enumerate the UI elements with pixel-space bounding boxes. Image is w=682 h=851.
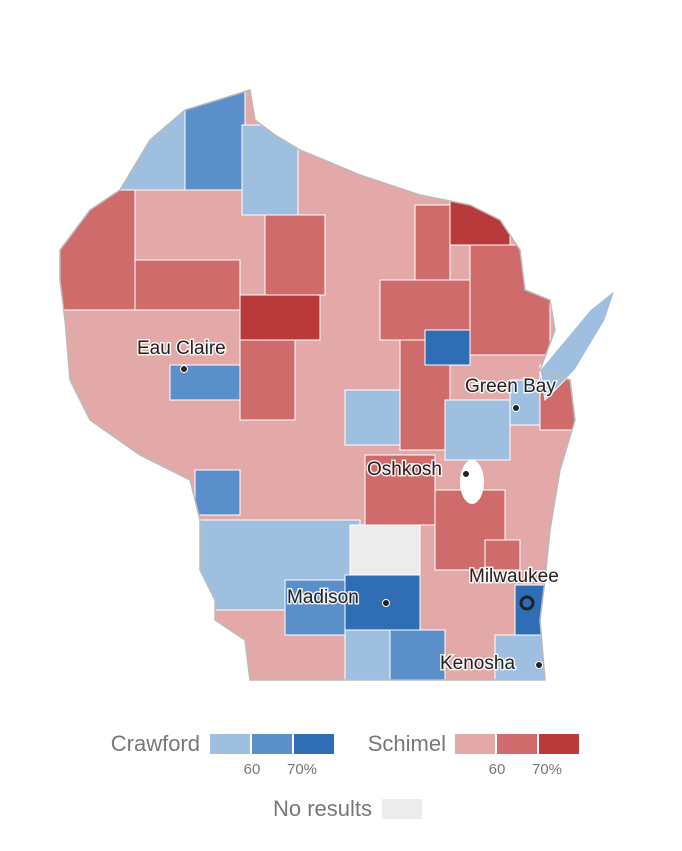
legend-name: Crawford	[111, 731, 200, 756]
legend-swatch	[210, 734, 250, 754]
legend-swatch	[539, 734, 579, 754]
county	[239, 294, 321, 341]
county	[134, 259, 241, 311]
county	[284, 579, 346, 636]
city-label: Madison	[287, 587, 359, 608]
county	[184, 90, 246, 191]
county	[424, 329, 471, 366]
city-dot	[519, 595, 535, 611]
county	[264, 214, 326, 296]
legend-swatch	[252, 734, 292, 754]
legend-tick: 60	[244, 761, 261, 778]
legend-swatch	[294, 734, 334, 754]
county	[239, 339, 296, 421]
county	[344, 629, 391, 680]
legend-swatch	[455, 734, 495, 754]
city-dot	[462, 470, 470, 478]
legend-name: Schimel	[368, 731, 446, 756]
county	[194, 469, 241, 516]
legend-swatch	[382, 799, 422, 819]
city-dot	[382, 599, 390, 607]
state-outline	[59, 89, 576, 681]
door-peninsula	[539, 288, 617, 402]
cities: Eau Claire Green Bay Oshkosh Milwaukee M…	[136, 337, 561, 676]
county	[389, 629, 446, 680]
legend-tick: 60	[489, 761, 506, 778]
county	[99, 90, 186, 191]
city-dot	[535, 661, 543, 669]
city-label: Green Bay	[465, 376, 556, 397]
city-dot	[512, 404, 520, 412]
county	[241, 124, 299, 216]
county	[469, 244, 551, 356]
city-label: Eau Claire	[137, 338, 226, 359]
city-label: Milwaukee	[469, 566, 559, 587]
city-label: Oshkosh	[367, 459, 442, 480]
legend-tick: 70%	[532, 761, 562, 778]
county	[444, 399, 511, 461]
no-results-label: No results	[273, 796, 372, 821]
legend: Crawford Schimel No results 60 70% 60 70%	[111, 731, 579, 821]
lake	[460, 460, 484, 504]
county	[484, 539, 521, 571]
city-label: Kenosha	[440, 653, 515, 674]
city-dot	[180, 365, 188, 373]
legend-tick: 70%	[287, 761, 317, 778]
county	[349, 524, 421, 576]
legend-swatch	[497, 734, 537, 754]
county	[344, 389, 401, 446]
